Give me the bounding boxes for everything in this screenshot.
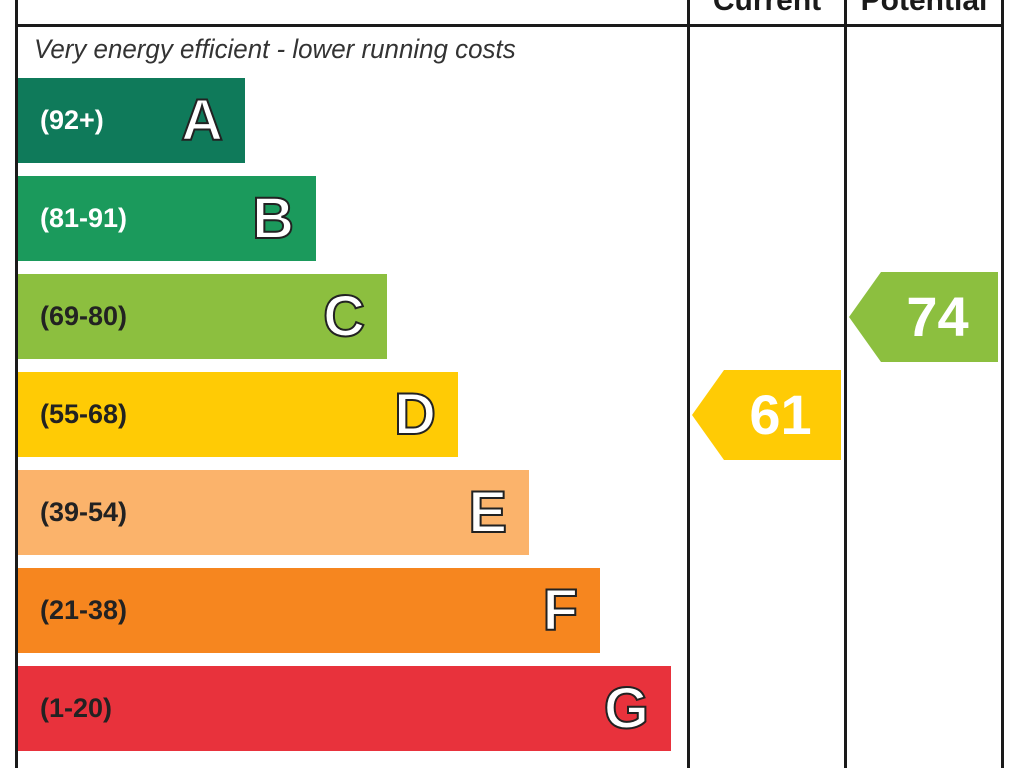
potential-rating-value: 74 bbox=[906, 285, 969, 348]
current-column-divider bbox=[687, 0, 690, 768]
band-b: (81-91) B bbox=[18, 176, 316, 261]
band-letter: E bbox=[467, 479, 508, 546]
band-letter: G bbox=[603, 675, 650, 742]
band-d: (55-68) D bbox=[18, 372, 458, 457]
top-border bbox=[16, 24, 1004, 27]
band-f: (21-38) F bbox=[18, 568, 600, 653]
band-a: (92+) A bbox=[18, 78, 245, 163]
rating-arrow-shape bbox=[849, 271, 998, 362]
current-rating-arrow bbox=[692, 369, 841, 460]
band-letter: A bbox=[180, 87, 224, 154]
current-rating-value: 61 bbox=[749, 383, 812, 446]
potential-column-header: Potential bbox=[847, 0, 1001, 16]
band-range-label: (21-38) bbox=[40, 595, 128, 625]
current-column-header: Current bbox=[690, 0, 844, 16]
band-range-label: (69-80) bbox=[40, 301, 128, 331]
band-letter: C bbox=[322, 283, 366, 350]
band-letter: F bbox=[542, 577, 579, 644]
band-g: (1-20) G bbox=[18, 666, 671, 751]
band-letter: B bbox=[251, 185, 295, 252]
left-border bbox=[15, 0, 18, 768]
band-range-label: (55-68) bbox=[40, 399, 128, 429]
right-border bbox=[1001, 0, 1004, 768]
potential-column-divider bbox=[844, 0, 847, 768]
band-c: (69-80) C bbox=[18, 274, 387, 359]
band-range-label: (39-54) bbox=[40, 497, 128, 527]
band-e: (39-54) E bbox=[18, 470, 529, 555]
rating-arrow-shape bbox=[692, 369, 841, 460]
efficiency-caption: Very energy efficient - lower running co… bbox=[34, 34, 516, 64]
current-rating-marker: 61 bbox=[692, 369, 841, 460]
band-range-label: (81-91) bbox=[40, 203, 128, 233]
band-letter: D bbox=[393, 381, 437, 448]
potential-rating-arrow bbox=[849, 271, 998, 362]
potential-rating-marker: 74 bbox=[849, 271, 998, 362]
band-range-label: (1-20) bbox=[40, 693, 113, 723]
band-range-label: (92+) bbox=[40, 105, 104, 135]
